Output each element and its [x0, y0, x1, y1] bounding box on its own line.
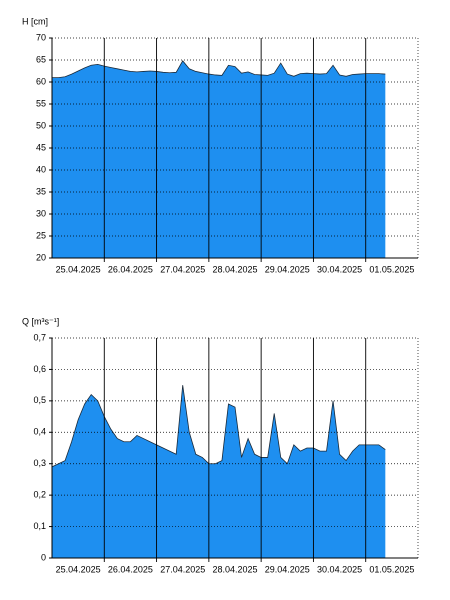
y-tick-label: 35 [36, 186, 46, 196]
area-line [52, 60, 386, 78]
area-fill [52, 60, 386, 258]
x-tick-label: 01.05.2025 [369, 264, 414, 274]
x-tick-label: 25.04.2025 [56, 264, 101, 274]
y-tick-label: 50 [36, 120, 46, 130]
y-tick-label: 40 [36, 164, 46, 174]
y-tick-label: 0,1 [33, 521, 46, 531]
y-tick-label: 0,7 [33, 332, 46, 342]
y-tick-label: 0,5 [33, 395, 46, 405]
y-tick-label: 60 [36, 76, 46, 86]
x-tick-label: 28.04.2025 [212, 564, 257, 574]
y-axis-title: H [cm] [22, 16, 48, 26]
x-tick-label: 26.04.2025 [108, 264, 153, 274]
y-tick-label: 55 [36, 98, 46, 108]
y-tick-label: 70 [36, 32, 46, 42]
x-tick-label: 30.04.2025 [317, 264, 362, 274]
x-tick-label: 25.04.2025 [56, 564, 101, 574]
y-tick-label: 0,6 [33, 364, 46, 374]
y-tick-label: 25 [36, 230, 46, 240]
y-tick-label: 0,4 [33, 427, 46, 437]
x-tick-label: 28.04.2025 [212, 264, 257, 274]
x-tick-label: 29.04.2025 [265, 564, 310, 574]
area-fill [52, 385, 386, 558]
y-tick-label: 0,3 [33, 458, 46, 468]
x-tick-label: 29.04.2025 [265, 264, 310, 274]
x-tick-label: 26.04.2025 [108, 564, 153, 574]
y-tick-label: 65 [36, 54, 46, 64]
y-tick-label: 30 [36, 208, 46, 218]
y-tick-label: 45 [36, 142, 46, 152]
x-tick-label: 01.05.2025 [369, 564, 414, 574]
y-axis-title: Q [m³s⁻¹] [22, 316, 59, 326]
y-tick-label: 0 [41, 552, 46, 562]
x-tick-label: 27.04.2025 [160, 264, 205, 274]
x-tick-label: 27.04.2025 [160, 564, 205, 574]
y-tick-label: 0,2 [33, 490, 46, 500]
area-line [51, 385, 386, 468]
y-tick-label: 20 [36, 252, 46, 262]
x-tick-label: 30.04.2025 [317, 564, 362, 574]
